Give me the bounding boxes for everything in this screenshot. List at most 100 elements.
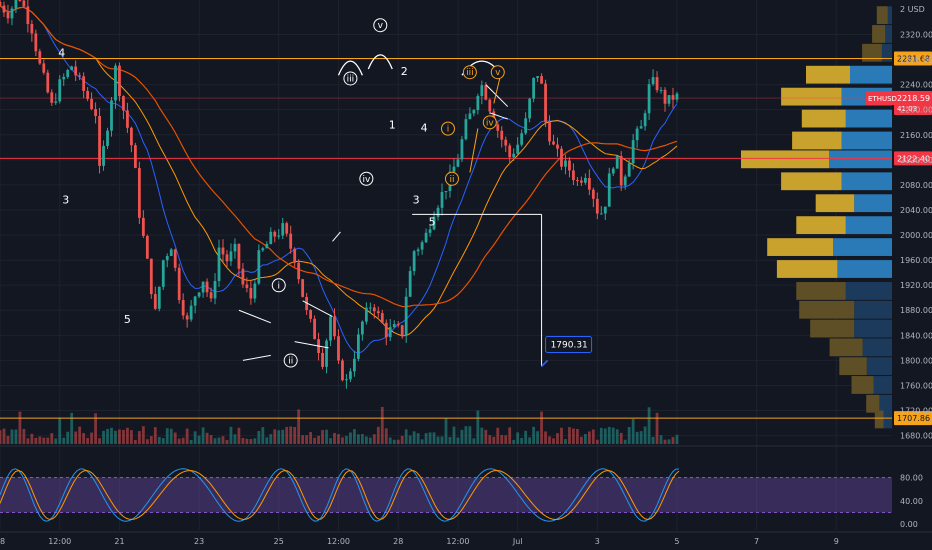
candle <box>476 95 480 111</box>
volume-bar <box>364 436 368 444</box>
candle <box>440 191 444 208</box>
candle <box>229 251 233 262</box>
volume-bar <box>671 437 675 444</box>
volume-bar <box>289 426 293 444</box>
volume-bar <box>396 439 400 444</box>
volume-profile-bar <box>741 150 829 169</box>
volume-bar <box>424 433 428 444</box>
volume-bar <box>353 429 356 444</box>
volume-bar <box>484 429 488 444</box>
volume-bar <box>10 429 14 444</box>
volume-profile-bar <box>792 131 842 150</box>
volume-bar <box>512 439 516 444</box>
volume-bar <box>225 439 229 444</box>
volume-bar <box>572 428 575 444</box>
volume-bar <box>579 436 583 444</box>
candle <box>544 83 547 123</box>
volume-bar <box>607 426 611 444</box>
candle <box>484 85 488 100</box>
wave-label-circle <box>343 71 358 86</box>
volume-bar <box>603 428 607 444</box>
axes: 2 USD2320.002280.002240.002200.002160.00… <box>0 5 932 546</box>
volume-bar <box>568 427 571 444</box>
volume-profile-bar <box>872 25 886 43</box>
stochastic-band <box>0 477 892 513</box>
volume-bar <box>221 436 225 444</box>
volume-bar <box>436 436 440 444</box>
candle <box>329 316 332 341</box>
volume-bar <box>265 437 269 444</box>
volume-bar <box>627 427 631 444</box>
volume-bar <box>26 438 30 444</box>
volume-bar <box>157 437 161 444</box>
candle <box>122 96 125 111</box>
horizontal-levels: 2281.68 2218.59 41:03 2122.40 1707.86 ETHUSD <box>0 51 932 426</box>
volume-bar <box>313 437 316 444</box>
stochastic-k-line <box>0 468 680 522</box>
wave-label: 2 <box>401 65 408 78</box>
candle <box>540 76 543 84</box>
volume-profile-bar <box>810 319 855 338</box>
volume-profile-bar <box>866 357 892 376</box>
volume-bar <box>520 437 524 444</box>
volume-bar <box>372 434 376 444</box>
volume-bar <box>456 437 460 444</box>
volume-profile-bar <box>876 6 888 25</box>
candle <box>193 296 197 306</box>
volume-bar <box>432 432 436 444</box>
candle <box>663 89 667 104</box>
time-tick-label: 12:00 <box>48 537 71 546</box>
volume-bar <box>448 437 452 444</box>
volume-bar <box>356 434 360 444</box>
wave-label-circle <box>444 171 459 186</box>
volume-bar <box>149 436 153 444</box>
volume-bar <box>476 410 480 444</box>
volume-profile <box>741 6 892 429</box>
candle <box>508 145 512 158</box>
volume-profile-bar <box>845 216 892 235</box>
volume-bar <box>0 430 2 444</box>
candle <box>209 292 213 299</box>
candle <box>572 170 575 181</box>
volume-bar <box>460 429 464 444</box>
stochastic-d-line <box>0 469 680 521</box>
candle <box>651 77 655 85</box>
volume-bar <box>201 427 205 444</box>
candle <box>233 243 237 252</box>
candle <box>197 292 201 297</box>
candle <box>560 148 563 167</box>
volume-bar <box>249 439 253 444</box>
symbol-tag <box>866 91 894 106</box>
volume-bar <box>74 431 78 444</box>
volume-bar <box>257 431 261 444</box>
candle <box>520 133 524 145</box>
volume-profile-bar <box>829 150 892 169</box>
volume-bar <box>468 426 472 444</box>
time-tick-label: 23 <box>194 537 204 546</box>
volume-profile-bar <box>837 260 892 278</box>
candle <box>353 358 356 372</box>
volume-bar <box>639 431 643 444</box>
candle <box>0 1 2 6</box>
candle <box>94 109 97 116</box>
candle <box>118 65 121 97</box>
volume-bar <box>197 435 201 444</box>
volume-bar <box>237 427 241 444</box>
candle <box>595 198 599 214</box>
volume-bar <box>325 429 328 444</box>
candle <box>130 127 133 146</box>
volume-profile-bar <box>862 43 882 62</box>
candle <box>126 110 129 128</box>
price-label-value: 2122.40 <box>897 154 930 163</box>
volume-bar <box>540 411 543 444</box>
volume-profile-bar <box>881 43 892 62</box>
volume-bar <box>368 437 372 444</box>
volume-bar <box>412 431 416 444</box>
volume-bar <box>293 426 297 444</box>
candle <box>177 267 181 300</box>
candle <box>50 92 54 103</box>
wave-label-circle <box>462 65 477 80</box>
time-tick-label: 5 <box>674 537 679 546</box>
